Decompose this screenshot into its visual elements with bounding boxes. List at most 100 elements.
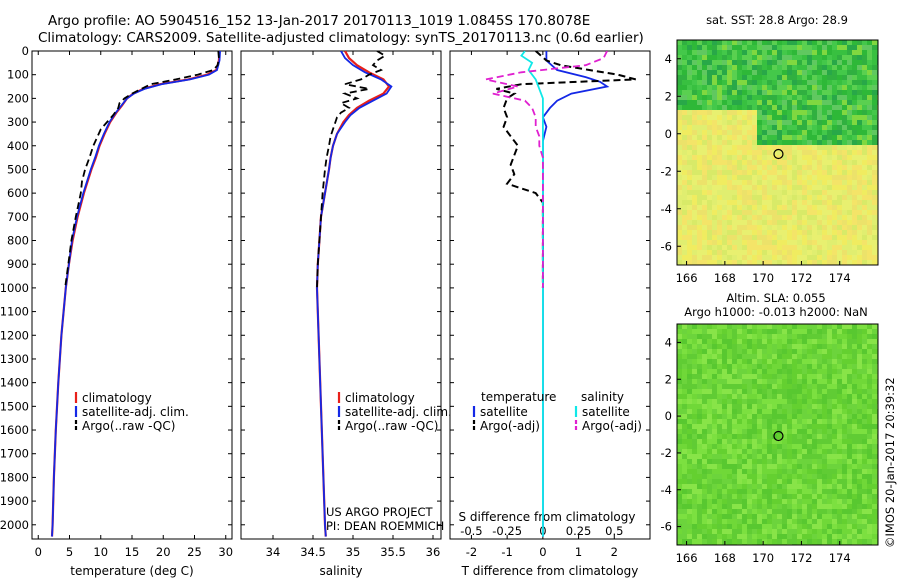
map-cell (827, 45, 833, 51)
map-cell (732, 110, 738, 116)
map-cell (682, 379, 688, 385)
map-cell (847, 250, 853, 256)
map-cell (742, 459, 748, 465)
map-cell (727, 210, 733, 216)
map-cell (857, 374, 863, 380)
map-cell (762, 429, 768, 435)
series-line-satellite (520, 51, 544, 537)
map-cell (832, 180, 838, 186)
map-cell (822, 250, 828, 256)
map-cell (727, 45, 733, 51)
map-cell (852, 115, 858, 121)
map-cell (817, 195, 823, 201)
map-cell (747, 509, 753, 515)
map-cell (852, 534, 858, 540)
map-cell (697, 449, 703, 455)
map-cell (787, 50, 793, 56)
map-cell (722, 519, 728, 525)
map-cell (747, 379, 753, 385)
map-cell (812, 210, 818, 216)
map-cell (737, 419, 743, 425)
map-cell (682, 479, 688, 485)
map-cell (722, 524, 728, 530)
map-cell (762, 529, 768, 535)
map-cell (757, 324, 763, 330)
map-cell (747, 205, 753, 211)
map-cell (857, 135, 863, 141)
map-cell (702, 125, 708, 131)
map-y-tick-label: -2 (661, 164, 672, 178)
x-tick-label: 34 (266, 545, 281, 559)
map-cell (857, 464, 863, 470)
map-cell (787, 419, 793, 425)
map-cell (752, 155, 758, 161)
map-cell (842, 444, 848, 450)
depth-tick-label: 1100 (0, 305, 29, 319)
map-cell (712, 454, 718, 460)
map-cell (807, 434, 813, 440)
map-cell (807, 369, 813, 375)
map-cell (837, 459, 843, 465)
map-cell (802, 499, 808, 505)
map-cell (732, 454, 738, 460)
map-cell (737, 384, 743, 390)
map-cell (867, 379, 873, 385)
map-cell (767, 494, 773, 500)
map-cell (712, 479, 718, 485)
map-cell (702, 245, 708, 251)
map-cell (792, 250, 798, 256)
map-cell (817, 524, 823, 530)
map-cell (742, 524, 748, 530)
map-cell (872, 534, 878, 540)
map-cell (867, 339, 873, 345)
map-cell (807, 464, 813, 470)
map-cell (742, 80, 748, 86)
map-cell (757, 65, 763, 71)
map-cell (832, 155, 838, 161)
map-cell (727, 364, 733, 370)
map-cell (817, 519, 823, 525)
map-cell (822, 419, 828, 425)
map-cell (827, 399, 833, 405)
map-cell (822, 414, 828, 420)
map-cell (752, 414, 758, 420)
map-cell (682, 225, 688, 231)
map-cell (682, 135, 688, 141)
map-cell (757, 514, 763, 520)
legend-label: satellite-adj. clim. (82, 405, 189, 419)
map-cell (727, 100, 733, 106)
map-cell (722, 429, 728, 435)
map-cell (797, 180, 803, 186)
map-cell (707, 434, 713, 440)
map-cell (797, 60, 803, 66)
map-cell (852, 105, 858, 111)
map-cell (812, 145, 818, 151)
map-cell (692, 394, 698, 400)
map-cell (712, 60, 718, 66)
map-cell (867, 414, 873, 420)
map-cell (782, 324, 788, 330)
map-cell (862, 394, 868, 400)
map-cell (797, 95, 803, 101)
map-cell (862, 175, 868, 181)
map-cell (687, 40, 693, 46)
map-cell (702, 334, 708, 340)
map-x-tick-label: 168 (714, 551, 736, 565)
sst-map-title: sat. SST: 28.8 Argo: 28.9 (706, 13, 848, 27)
map-cell (842, 409, 848, 415)
map-cell (857, 364, 863, 370)
map-cell (822, 449, 828, 455)
map-cell (747, 55, 753, 61)
map-cell (872, 529, 878, 535)
map-cell (812, 354, 818, 360)
map-cell (812, 359, 818, 365)
map-cell (732, 499, 738, 505)
map-cell (807, 534, 813, 540)
map-cell (692, 524, 698, 530)
map-cell (682, 469, 688, 475)
map-cell (832, 339, 838, 345)
map-cell (732, 344, 738, 350)
x-tick-label: 1 (575, 545, 582, 559)
map-cell (687, 484, 693, 490)
map-cell (752, 464, 758, 470)
